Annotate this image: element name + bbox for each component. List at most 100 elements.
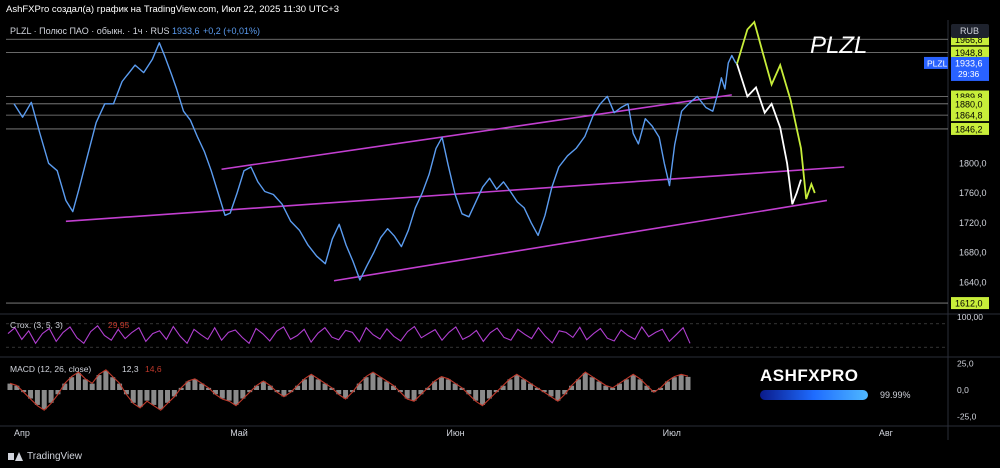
macd-hist-bar (664, 381, 670, 390)
macd-hist-bar (178, 387, 184, 390)
macd-hist-bar (117, 383, 123, 390)
y-tick-label: 1760,0 (959, 188, 987, 198)
x-tick-label: Июн (446, 428, 464, 438)
macd-hist-bar (212, 390, 218, 395)
macd-hist-bar (404, 390, 410, 399)
chart-attribution: AshFXPro создал(а) график на TradingView… (6, 4, 340, 15)
macd-hist-bar (493, 390, 499, 393)
macd-hist-bar (480, 390, 486, 405)
macd-hist-bar (96, 375, 102, 390)
macd-hist-bar (123, 390, 129, 395)
level-label-bg (951, 122, 989, 135)
channel-line (333, 199, 828, 282)
macd-hist-bar (507, 379, 513, 390)
macd-hist-bar (473, 390, 479, 401)
macd-tick: 0,0 (957, 385, 969, 395)
macd-hist-bar (55, 390, 61, 395)
watermark-percent: 99.99% (880, 390, 911, 400)
level-label: 1889,8 (955, 92, 983, 102)
macd-hist-bar (137, 390, 143, 408)
macd-hist-bar (281, 390, 287, 397)
macd-hist-bar (555, 390, 561, 401)
macd-hist-bar (274, 390, 280, 393)
watermark-brand: ASHFXPRO (760, 366, 859, 385)
macd-hist-bar (226, 390, 232, 401)
level-label: 1612,0 (955, 299, 983, 309)
macd-hist-bar (301, 379, 307, 390)
tradingview-logo[interactable]: TradingView (8, 451, 82, 462)
macd-hist-bar (548, 390, 554, 397)
macd-hist-bar (130, 390, 136, 403)
price-countdown-label: 29:36 (958, 69, 980, 79)
macd-label: MACD (12, 26, close) (10, 364, 91, 374)
macd-hist-bar (391, 385, 397, 390)
macd-line (9, 369, 689, 411)
macd-hist-bar (240, 390, 246, 399)
level-label: 1948,8 (955, 48, 983, 58)
x-tick-label: Июл (663, 428, 681, 438)
macd-hist-bar (575, 379, 581, 390)
channel-line (221, 94, 732, 171)
macd-hist-bar (658, 387, 664, 390)
y-tick-label: 1720,0 (959, 218, 987, 228)
macd-hist-bar (82, 379, 88, 390)
macd-hist-bar (486, 390, 492, 399)
level-label-bg (951, 297, 989, 310)
macd-hist-bar (678, 375, 684, 390)
level-label: 1846,2 (955, 124, 983, 134)
macd-hist-bar (165, 390, 171, 403)
macd-value-2: 14,6 (145, 364, 162, 374)
macd-hist-bar (288, 390, 294, 393)
macd-hist-bar (610, 387, 616, 390)
price-value-bg (951, 56, 989, 81)
macd-hist-bar (34, 390, 40, 405)
macd-hist-bar (356, 383, 362, 390)
macd-hist-bar (343, 390, 349, 399)
macd-hist-bar (144, 390, 150, 401)
header-change: +0,2 (+0,01%) (203, 26, 260, 36)
stoch-line (7, 324, 691, 345)
macd-hist-bar (452, 383, 458, 390)
macd-hist-bar (219, 390, 225, 399)
header-price: 1933,6 (172, 26, 200, 36)
price-symbol-bg (924, 56, 948, 69)
macd-hist-bar (671, 377, 677, 390)
macd-hist-bar (267, 385, 273, 390)
y-tick-label: 1640,0 (959, 277, 987, 287)
macd-hist-bar (260, 381, 266, 390)
macd-hist-bar (651, 390, 657, 393)
macd-hist-bar (171, 390, 177, 397)
price-series-line (13, 42, 738, 281)
macd-hist-bar (110, 377, 116, 390)
macd-hist-bar (349, 390, 355, 393)
x-tick-label: Авг (879, 428, 894, 438)
macd-hist-bar (432, 381, 438, 390)
macd-hist-bar (192, 379, 198, 390)
macd-hist-bar (151, 390, 157, 405)
macd-hist-bar (41, 390, 47, 410)
macd-hist-bar (7, 383, 13, 390)
macd-hist-bar (233, 390, 239, 405)
macd-hist-bar (370, 372, 376, 390)
level-label-bg (951, 97, 989, 110)
macd-hist-bar (466, 390, 472, 395)
macd-hist-bar (315, 379, 321, 390)
symbol-header: PLZL · Полюс ПАО · обыкн. · 1ч · RUS (10, 26, 169, 36)
macd-hist-bar (206, 387, 212, 390)
macd-hist-bar (14, 385, 20, 390)
macd-hist-bar (500, 385, 506, 390)
macd-hist-bar (637, 379, 643, 390)
macd-hist-bar (623, 379, 629, 390)
macd-hist-bar (247, 390, 253, 393)
macd-hist-bar (411, 390, 417, 401)
macd-hist-bar (582, 372, 588, 390)
tradingview-logo-text: TradingView (27, 451, 83, 462)
macd-hist-bar (459, 387, 465, 390)
macd-tick: -25,0 (957, 412, 977, 422)
macd-hist-bar (377, 377, 383, 390)
macd-hist-bar (158, 390, 164, 410)
macd-hist-bar (596, 381, 602, 390)
macd-hist-bar (254, 385, 260, 390)
x-tick-label: Апр (14, 428, 30, 438)
